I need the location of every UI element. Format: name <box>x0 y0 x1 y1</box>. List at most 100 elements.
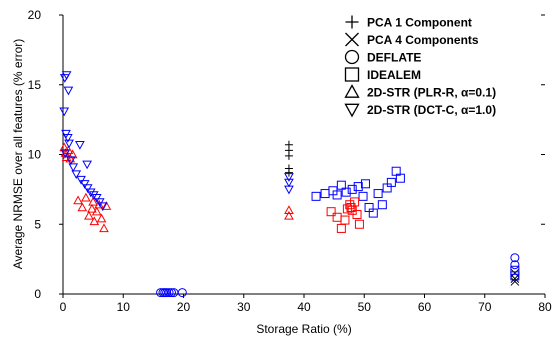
data-point-square <box>311 191 321 201</box>
legend-symbol-plus <box>345 15 359 29</box>
legend-symbol-triangle-down <box>344 103 360 118</box>
data-point-triangle-down <box>79 180 90 189</box>
series-5 <box>59 142 294 233</box>
legend-symbol-square <box>344 67 360 82</box>
data-point-square <box>336 180 346 190</box>
data-point-square <box>353 182 363 192</box>
data-point-triangle-down <box>97 202 108 212</box>
legend-label: DEFLATE <box>367 51 421 65</box>
x-tick-label: 80 <box>538 300 552 314</box>
data-point-triangle-down <box>82 184 93 194</box>
data-point-triangle-up <box>91 206 102 216</box>
data-point-square <box>395 173 405 183</box>
data-point-square <box>345 200 355 210</box>
x-tick-label: 70 <box>478 300 492 314</box>
x-tick-label: 20 <box>177 300 191 314</box>
data-point-square <box>373 189 383 199</box>
data-point-x <box>510 274 520 284</box>
y-tick-label: 20 <box>28 8 42 22</box>
data-point-triangle-down <box>61 129 71 139</box>
series-6 <box>59 71 294 212</box>
data-point-triangle-down <box>61 71 72 81</box>
legend-label: PCA 1 Component <box>367 16 472 30</box>
data-point-square <box>377 200 387 210</box>
x-axis-label: Storage Ratio (%) <box>256 322 351 336</box>
legend: PCA 1 Component PCA 4 Components DEFLATE ID… <box>344 15 496 118</box>
data-point-triangle-down <box>65 156 76 166</box>
x-axis-ticks: 0 10 20 30 40 50 60 70 80 <box>60 294 552 314</box>
series-0 <box>284 140 293 177</box>
series-4 <box>326 197 364 233</box>
data-point-square <box>352 209 362 219</box>
data-point-circle <box>162 288 172 298</box>
legend-item: IDEALEM <box>344 67 421 82</box>
data-marks <box>59 71 520 298</box>
data-point-triangle-down <box>60 149 71 159</box>
legend-label: 2D-STR (DCT-C, α=1.0) <box>367 103 496 117</box>
data-point-triangle-down <box>63 86 74 96</box>
data-point-triangle-up <box>284 210 294 220</box>
data-point-triangle-down <box>76 175 86 185</box>
data-point-square <box>326 207 336 217</box>
data-point-triangle-up <box>99 223 109 233</box>
data-point-square <box>368 208 378 218</box>
data-point-square <box>358 191 368 201</box>
series-3 <box>311 166 520 281</box>
data-point-square <box>510 271 520 281</box>
data-point-square <box>386 177 396 187</box>
data-point-triangle-up <box>96 213 107 223</box>
series-2 <box>156 253 520 298</box>
data-point-triangle-up <box>89 216 100 226</box>
data-point-square <box>360 179 370 189</box>
data-point-triangle-down <box>88 191 99 200</box>
data-point-triangle-down <box>91 194 102 203</box>
data-point-triangle-down <box>94 198 105 207</box>
data-point-circle <box>510 260 520 270</box>
data-point-triangle-down <box>75 141 85 150</box>
legend-label: 2D-STR (PLR-R, α=0.1) <box>367 86 496 100</box>
legend-item: 2D-STR (DCT-C, α=1.0) <box>344 103 496 118</box>
data-point-square <box>510 265 520 275</box>
data-point-square <box>336 223 346 233</box>
y-tick-label: 5 <box>34 217 41 231</box>
legend-label: PCA 4 Components <box>367 33 479 47</box>
data-point-triangle-up <box>101 201 112 210</box>
legend-item: PCA 1 Component <box>345 15 472 30</box>
x-tick-label: 50 <box>358 300 372 314</box>
legend-label: IDEALEM <box>367 68 421 82</box>
legend-symbol-x <box>345 32 359 47</box>
data-point-triangle-up <box>284 205 294 214</box>
y-axis-label: Average NRMSE over all features (% error… <box>11 39 25 270</box>
data-point-square <box>332 212 342 222</box>
y-tick-label: 15 <box>28 78 42 92</box>
data-point-triangle-up <box>81 192 91 202</box>
legend-item: DEFLATE <box>344 49 421 65</box>
data-point-triangle-down <box>284 173 294 182</box>
data-point-triangle-down <box>64 139 74 149</box>
data-point-triangle-up <box>87 203 97 213</box>
series-1 <box>510 268 520 286</box>
data-point-plus <box>284 151 293 160</box>
data-point-square <box>347 184 357 194</box>
data-point-circle <box>164 288 174 298</box>
data-point-circle <box>166 288 176 298</box>
legend-symbol-circle <box>344 49 360 65</box>
data-point-triangle-up <box>67 149 78 159</box>
data-point-square <box>341 187 351 197</box>
data-point-triangle-up <box>77 202 88 212</box>
data-point-square <box>340 215 350 225</box>
data-point-plus <box>284 168 293 177</box>
data-point-square <box>354 219 364 229</box>
y-tick-label: 10 <box>28 148 42 162</box>
data-point-triangle-down <box>82 160 92 170</box>
data-point-triangle-up <box>84 210 94 220</box>
x-tick-label: 0 <box>60 300 67 314</box>
legend-item: 2D-STR (PLR-R, α=0.1) <box>344 84 496 100</box>
data-point-square <box>346 203 356 213</box>
y-axis-ticks: 0 5 10 15 20 <box>28 8 545 301</box>
legend-item: PCA 4 Components <box>345 32 479 47</box>
data-point-triangle-down <box>68 163 79 173</box>
x-tick-label: 60 <box>418 300 432 314</box>
x-tick-label: 30 <box>237 300 251 314</box>
